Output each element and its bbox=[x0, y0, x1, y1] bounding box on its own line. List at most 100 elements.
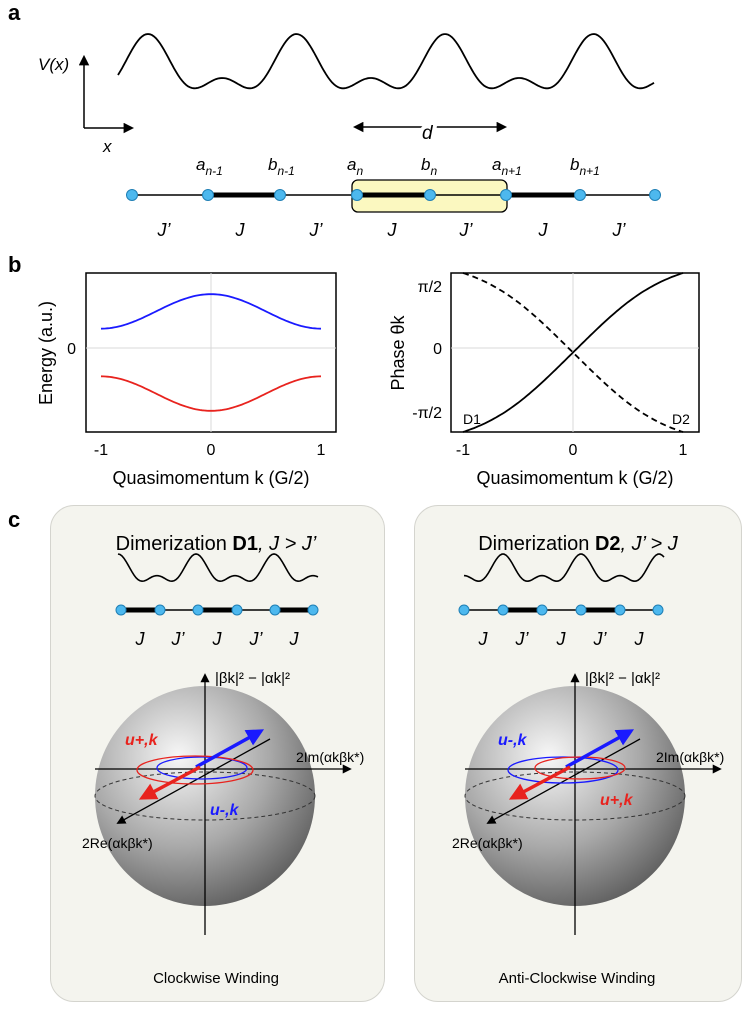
u-minus-label: u-,k bbox=[498, 732, 528, 749]
u-plus-label: u+,k bbox=[125, 732, 159, 749]
energy-ytick: 0 bbox=[67, 341, 76, 358]
bond-label: J’ bbox=[593, 629, 608, 649]
series-line-1 bbox=[100, 375, 322, 412]
panel-b-figure: 0 -1 0 1 Quasimomentum k (G/2) Energy (a… bbox=[36, 272, 700, 488]
bond-label: J bbox=[556, 629, 567, 649]
u-minus-loop bbox=[156, 756, 248, 780]
site-label: an bbox=[347, 155, 363, 178]
bond-label: J bbox=[478, 629, 489, 649]
site-label: bn+1 bbox=[570, 155, 600, 178]
lattice-site bbox=[575, 604, 587, 616]
site-label: an+1 bbox=[492, 155, 522, 178]
lattice-site bbox=[307, 604, 319, 616]
lattice-site bbox=[274, 189, 286, 201]
z-axis-label: |βk|² − |αk|² bbox=[215, 670, 290, 687]
panel-a-figure: V(x) x d an-1 bn-1 an bn an+1 bn+1 J’ J … bbox=[38, 33, 661, 240]
period-label: d bbox=[422, 123, 434, 144]
bond-label: J’ bbox=[309, 220, 324, 240]
x-label: x bbox=[102, 137, 112, 156]
im-axis-label: 2Im(αkβk*) bbox=[296, 749, 364, 765]
phase-ytick: -π/2 bbox=[412, 405, 442, 422]
u-plus-loop bbox=[534, 756, 626, 780]
lattice-site bbox=[458, 604, 470, 616]
phase-xtick: 0 bbox=[569, 442, 578, 459]
lattice-site bbox=[154, 604, 166, 616]
lattice-site bbox=[126, 189, 138, 201]
u-plus-loop bbox=[136, 755, 254, 785]
im-axis-label: 2Im(αkβk*) bbox=[656, 749, 724, 765]
lattice-site bbox=[202, 189, 214, 201]
d1-bloch-sphere: u+,k u-,k |βk|² − |αk|² 2Im(αkβk*) 2Re(α… bbox=[82, 670, 364, 935]
re-axis-label: 2Re(αkβk*) bbox=[452, 835, 523, 851]
phase-ytick: 0 bbox=[433, 341, 442, 358]
u-plus-vector bbox=[508, 765, 571, 800]
re-axis bbox=[116, 738, 271, 824]
bond-label: J bbox=[212, 629, 223, 649]
d2-title: Dimerization D2, J’ > J bbox=[478, 533, 679, 555]
lattice-site bbox=[192, 604, 204, 616]
energy-xtick: 1 bbox=[317, 442, 326, 459]
panel-label-a: a bbox=[8, 0, 21, 25]
bond-label: J’ bbox=[612, 220, 627, 240]
bond-label: J’ bbox=[157, 220, 172, 240]
lattice-site bbox=[652, 604, 664, 616]
u-minus-loop bbox=[507, 756, 619, 784]
site-label: an-1 bbox=[196, 155, 223, 178]
phase-xlabel: Quasimomentum k (G/2) bbox=[476, 468, 673, 488]
lattice-site bbox=[574, 189, 586, 201]
d2-bloch-sphere: u-,k u+,k |βk|² − |αk|² 2Im(αkβk*) 2Re(α… bbox=[452, 670, 724, 935]
bond-label: J bbox=[387, 220, 398, 240]
site-label: bn-1 bbox=[268, 155, 295, 178]
potential-label: V(x) bbox=[38, 55, 69, 74]
phase-plot-frame bbox=[450, 272, 700, 433]
lattice-site bbox=[649, 189, 661, 201]
bond-label: J bbox=[634, 629, 645, 649]
lattice-site bbox=[536, 604, 548, 616]
lattice-site bbox=[500, 189, 512, 201]
d1-title: Dimerization D1, J > J’ bbox=[116, 533, 317, 555]
bond-label: J’ bbox=[249, 629, 264, 649]
bond-label: J bbox=[289, 629, 300, 649]
u-minus-vector bbox=[565, 729, 635, 769]
re-axis-label: 2Re(αkβk*) bbox=[82, 835, 153, 851]
d2-potential-curve bbox=[463, 553, 665, 583]
phase-ylabel: Phase θk bbox=[388, 314, 408, 390]
annotation-d1: D1 bbox=[463, 411, 481, 427]
u-plus-vector bbox=[138, 765, 201, 800]
lattice-site bbox=[424, 189, 436, 201]
u-minus-vector bbox=[195, 729, 265, 769]
panel-c-figure: Dimerization D1, J > J’ J J’ J J’ J u+,k… bbox=[82, 533, 724, 987]
phase-xtick: -1 bbox=[456, 442, 470, 459]
potential-curve bbox=[117, 33, 655, 90]
series-line-1 bbox=[462, 272, 684, 433]
site-label: bn bbox=[421, 155, 437, 178]
energy-xtick: -1 bbox=[94, 442, 108, 459]
series-line-0 bbox=[462, 272, 684, 433]
panel-label-c: c bbox=[8, 507, 21, 532]
u-plus-label: u+,k bbox=[600, 792, 634, 809]
bond-label: J’ bbox=[515, 629, 530, 649]
annotation-d2: D2 bbox=[672, 411, 690, 427]
series-line-0 bbox=[100, 293, 322, 330]
energy-xtick: 0 bbox=[207, 442, 216, 459]
lattice-site bbox=[231, 604, 243, 616]
u-minus-label: u-,k bbox=[210, 802, 240, 819]
lattice-site bbox=[269, 604, 281, 616]
lattice-site bbox=[115, 604, 127, 616]
lattice-site bbox=[497, 604, 509, 616]
z-axis-label: |βk|² − |αk|² bbox=[585, 670, 660, 687]
bond-label: J’ bbox=[171, 629, 186, 649]
energy-xlabel: Quasimomentum k (G/2) bbox=[112, 468, 309, 488]
equator bbox=[94, 771, 316, 821]
panel-label-b: b bbox=[8, 252, 22, 277]
phase-ytick: π/2 bbox=[418, 279, 442, 296]
lattice-site bbox=[351, 189, 363, 201]
lattice-site bbox=[614, 604, 626, 616]
d2-caption: Anti-Clockwise Winding bbox=[499, 970, 656, 987]
bond-label: J bbox=[135, 629, 146, 649]
bond-label: J bbox=[538, 220, 549, 240]
equator bbox=[464, 771, 686, 821]
re-axis bbox=[486, 738, 641, 824]
d1-caption: Clockwise Winding bbox=[153, 970, 279, 987]
phase-xtick: 1 bbox=[679, 442, 688, 459]
